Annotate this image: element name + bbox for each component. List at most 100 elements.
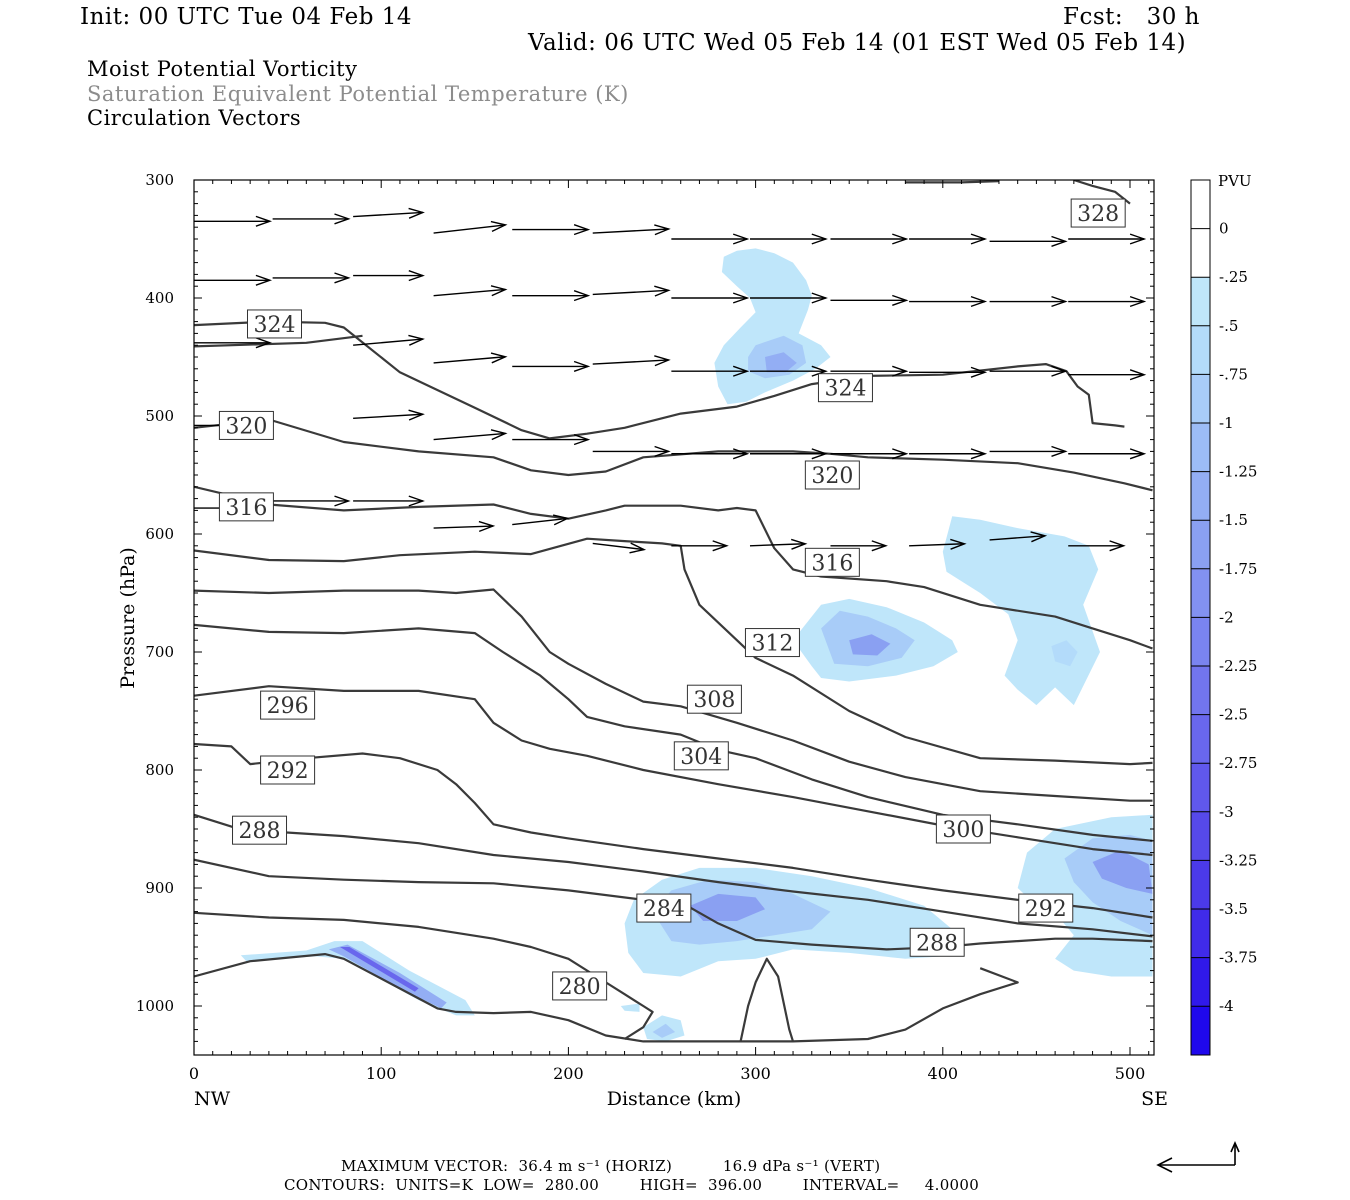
- colorbar-tick-label: -2.75: [1219, 754, 1257, 772]
- theta-contour-label: 316: [218, 492, 274, 522]
- theta-contour: [194, 537, 1153, 766]
- vector-arrow: [671, 292, 750, 304]
- vector-arrow: [830, 448, 909, 460]
- vector-arrow: [272, 495, 351, 507]
- svg-text:292: 292: [267, 759, 309, 784]
- svg-text:288: 288: [239, 819, 281, 844]
- colorbar-swatch: [1191, 666, 1210, 716]
- theta-contour-label: 316: [804, 547, 860, 577]
- theta-contour: [194, 485, 1153, 650]
- pv-region: [849, 634, 891, 656]
- colorbar-swatch: [1191, 957, 1210, 1007]
- colorbar-tick-label: -1.75: [1219, 560, 1257, 578]
- theta-contour: [739, 957, 795, 1042]
- theta-contour-label: 320: [804, 460, 860, 490]
- theta-contour: [194, 911, 654, 1040]
- y-tick-label: 700: [145, 643, 174, 661]
- vector-arrow: [353, 495, 425, 507]
- y-tick-label: 1000: [136, 997, 174, 1015]
- vector-arrow: [749, 233, 828, 245]
- vector-arrow: [909, 366, 988, 378]
- vector-arrow: [512, 224, 591, 236]
- vector-arrow: [433, 520, 496, 533]
- colorbar-tick-label: -2.5: [1219, 706, 1248, 724]
- theta-contour-label: 304: [673, 741, 729, 771]
- vector-arrow: [749, 448, 828, 460]
- pv-region: [714, 248, 831, 405]
- vector-arrow: [671, 448, 750, 460]
- pv-region: [1092, 850, 1153, 894]
- theta-contour: [194, 334, 363, 348]
- x-tick-label: 500: [1115, 1064, 1146, 1083]
- x-axis-label: Distance (km): [607, 1088, 742, 1110]
- x-tick-label: 0: [189, 1064, 199, 1083]
- pv-region: [765, 352, 797, 373]
- pv-region: [1051, 640, 1078, 667]
- theta-contour-label: 300: [935, 814, 991, 844]
- vector-arrow: [592, 224, 671, 236]
- colorbar-tick-label: -.25: [1219, 268, 1248, 286]
- vector-arrow: [989, 365, 1068, 377]
- vector-arrow: [909, 538, 967, 550]
- vector-arrow: [989, 445, 1068, 457]
- colorbar-swatch: [1191, 568, 1210, 618]
- y-tick-label: 800: [145, 761, 174, 779]
- vector-arrow: [909, 448, 988, 460]
- vector-arrow: [433, 220, 508, 234]
- vector-arrow: [749, 365, 828, 377]
- colorbar-swatch: [1191, 180, 1210, 230]
- theta-contour-label: 292: [260, 755, 316, 785]
- theta-contour: [905, 180, 1000, 184]
- colorbar-swatch: [1191, 1006, 1210, 1056]
- y-tick-label: 500: [145, 407, 174, 425]
- svg-text:316: 316: [811, 551, 853, 576]
- theta-contour: [194, 813, 1153, 938]
- colorbar-swatch: [1191, 277, 1210, 327]
- vector-arrow: [433, 352, 508, 364]
- vector-arrow: [433, 285, 508, 297]
- colorbar-tick-label: -3.25: [1219, 851, 1257, 869]
- colorbar-swatch: [1191, 374, 1210, 424]
- colorbar-tick-label: -3: [1219, 803, 1234, 821]
- vector-arrow: [749, 538, 808, 550]
- svg-text:320: 320: [225, 414, 267, 439]
- theta-contour: [194, 623, 1153, 842]
- theta-contour-label: 328: [1070, 198, 1126, 228]
- vector-arrow: [592, 542, 647, 554]
- vector-arrow: [592, 355, 671, 367]
- colorbar-tick-label: -1: [1219, 414, 1234, 432]
- theta-contour-label: 292: [1018, 893, 1074, 923]
- theta-contour-label: 324: [246, 309, 302, 339]
- theta-contour: [194, 742, 1153, 919]
- vector-arrow: [272, 213, 351, 225]
- vector-arrow: [353, 334, 425, 346]
- colorbar-tick-label: -1.25: [1219, 463, 1257, 481]
- svg-text:296: 296: [267, 694, 309, 719]
- field-label-pv: Moist Potential Vorticity: [87, 57, 358, 81]
- max-vector-note: MAXIMUM VECTOR: 36.4 m s⁻¹ (HORIZ) 16.9 …: [341, 1157, 881, 1175]
- vector-arrow: [353, 409, 425, 421]
- vector-arrow: [989, 531, 1048, 543]
- svg-text:324: 324: [253, 313, 295, 338]
- x-tick-label: 200: [553, 1064, 584, 1083]
- theta-contour: [194, 418, 1153, 492]
- theta-contour-label: 284: [636, 893, 692, 923]
- svg-text:304: 304: [680, 745, 722, 770]
- vector-arrow: [512, 360, 591, 372]
- svg-text:280: 280: [559, 975, 601, 1000]
- vector-arrow: [989, 235, 1068, 247]
- vector-arrow: [909, 295, 988, 308]
- vector-arrow: [671, 365, 750, 377]
- theta-contour-label: 288: [232, 815, 288, 845]
- pv-region: [328, 944, 447, 1009]
- vector-arrow: [989, 295, 1068, 308]
- theta-contour-label: 312: [744, 628, 800, 658]
- pv-region: [690, 893, 765, 921]
- svg-text:288: 288: [916, 931, 958, 956]
- svg-text:328: 328: [1077, 202, 1119, 227]
- plot-frame: [193, 179, 1155, 1056]
- x-tick-label: 100: [366, 1064, 397, 1083]
- theta-contour-label: 320: [218, 410, 274, 440]
- theta-contour-label: 280: [552, 971, 608, 1001]
- theta-contour-label: 288: [909, 927, 965, 957]
